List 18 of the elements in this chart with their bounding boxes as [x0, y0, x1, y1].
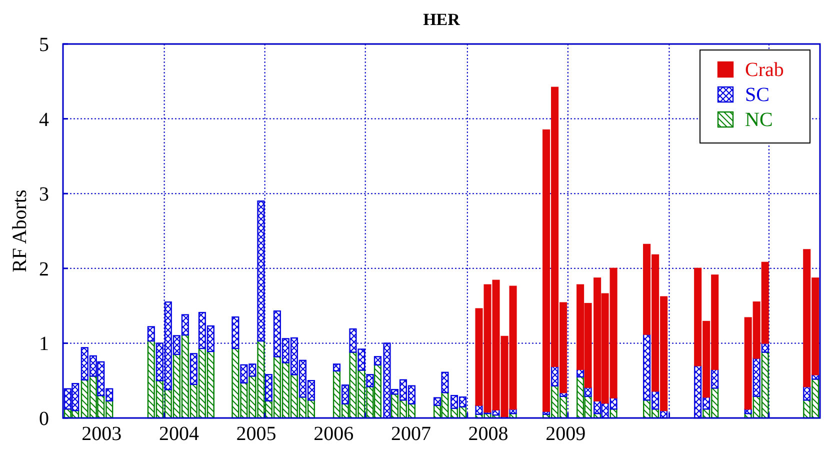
y-tick-label: 4: [39, 108, 49, 131]
x-tick-label: 2003: [82, 423, 122, 445]
y-tick-label: 3: [39, 184, 49, 206]
y-tick-label: 5: [39, 34, 49, 56]
x-tick-label: 2005: [236, 423, 276, 445]
y-tick-label: 2: [39, 258, 49, 280]
y-tick-label: 1: [39, 333, 49, 356]
legend-label: NC: [745, 109, 773, 131]
y-tick-label: 0: [39, 408, 49, 430]
x-tick-label: 2006: [314, 423, 354, 445]
x-tick-label: 2007: [390, 423, 431, 445]
x-tick-label: 2009: [546, 423, 586, 445]
x-tick-label: 2008: [468, 423, 508, 445]
y-axis-title: RF Aborts: [9, 189, 31, 272]
chart-title: HER: [423, 10, 461, 29]
x-tick-label: 2004: [158, 423, 199, 445]
legend-label: Crab: [745, 59, 784, 81]
legend-label: SC: [745, 84, 770, 106]
